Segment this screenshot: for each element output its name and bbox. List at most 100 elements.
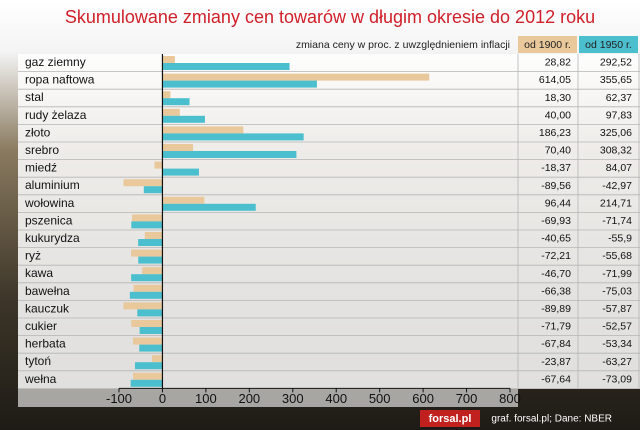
bar [143,186,163,194]
y-tick-label: miedź [25,161,57,175]
value-label: -55,68 [602,250,632,262]
y-tick-label: pszenica [25,213,73,227]
bar [132,337,163,345]
plot-panel [18,54,640,389]
value-label: -55,9 [608,233,632,245]
bar [162,168,199,176]
bar [134,362,163,370]
value-label: 62,37 [606,92,632,104]
value-label: -18,37 [541,162,571,174]
value-label: -46,70 [541,268,571,280]
value-label: -63,27 [602,356,632,368]
y-tick-label: aluminium [25,178,80,192]
bar [162,203,256,211]
bar [131,320,163,327]
bar [162,56,175,63]
value-label: -67,84 [541,338,571,350]
chart-title: Skumulowane zmiany cen towarów w długim … [65,7,595,27]
axis-panel [18,389,518,407]
x-tick-label: 200 [238,391,260,406]
bar [133,372,163,380]
value-label: -71,99 [602,268,632,280]
y-tick-label: tytoń [25,354,51,368]
y-tick-label: rudy żelaza [25,108,87,122]
bar [162,91,171,99]
value-label: 355,65 [600,74,632,86]
y-tick-label: złoto [25,125,51,139]
value-label: 325,06 [600,127,632,139]
bar [131,221,163,229]
x-tick-label: 600 [412,391,434,406]
bar [154,161,163,169]
x-tick-label: 100 [195,391,217,406]
value-label: 214,71 [600,197,632,209]
legend-label: od 1900 r. [524,39,571,51]
y-tick-label: gaz ziemny [25,55,86,69]
bar [162,108,180,116]
value-label: 28,82 [545,57,571,69]
bar [152,355,163,363]
bar [129,291,163,299]
bar [162,73,430,81]
bar [123,302,163,310]
legend-swatch [518,36,577,53]
y-tick-label: kukurydza [25,231,80,245]
bar [138,256,163,264]
x-tick-label: 300 [282,391,304,406]
y-tick-label: stal [25,90,44,104]
bar [162,80,317,88]
y-tick-label: herbata [25,337,66,351]
bar [162,98,190,106]
value-label: -67,64 [541,373,571,385]
bar [131,249,163,257]
value-label: -72,21 [541,250,571,262]
legend-swatch [579,36,638,53]
value-label: 18,30 [545,92,571,104]
bar [138,239,163,246]
bar [162,126,244,134]
y-tick-label: wełna [24,372,57,386]
bar [142,267,163,275]
bar [131,274,163,282]
value-label: -69,93 [541,215,571,227]
y-tick-label: cukier [25,319,57,333]
value-label: 70,40 [545,145,571,157]
value-label: 96,44 [545,197,571,209]
bar [139,327,163,334]
chart-subtitle: zmiana ceny w proc. z uwzględnieniem inf… [296,39,510,51]
x-tick-label: 0 [159,391,166,406]
value-label: 84,07 [606,162,632,174]
y-tick-label: srebro [25,143,59,157]
bar [144,232,163,239]
bar [162,144,194,151]
x-tick-label: -100 [106,391,132,406]
value-label: 40,00 [545,109,571,121]
bar [139,344,163,352]
logo: forsal.pl [429,413,472,425]
bar [162,115,205,123]
legend-label: od 1950 r. [585,39,632,51]
bar [162,63,290,70]
value-label: 292,52 [600,57,632,69]
value-label: 614,05 [539,74,571,86]
value-label: -53,34 [602,338,632,350]
value-label: -23,87 [541,356,571,368]
bar [130,379,163,387]
bar [137,309,163,317]
x-tick-label: 500 [369,391,391,406]
logo-box [420,410,480,427]
value-label: -71,74 [602,215,632,227]
y-tick-label: ryż [25,249,41,263]
bar [123,179,163,187]
value-label: 308,32 [600,145,632,157]
bar [133,284,163,292]
x-tick-label: 800 [499,391,521,406]
x-tick-label: 700 [456,391,478,406]
source: graf. forsal.pl; Dane: NBER [491,414,612,425]
y-tick-label: kawa [25,266,53,280]
value-label: -40,65 [541,233,571,245]
value-label: -73,09 [602,373,632,385]
value-label: -75,03 [602,285,632,297]
bar [132,214,163,222]
